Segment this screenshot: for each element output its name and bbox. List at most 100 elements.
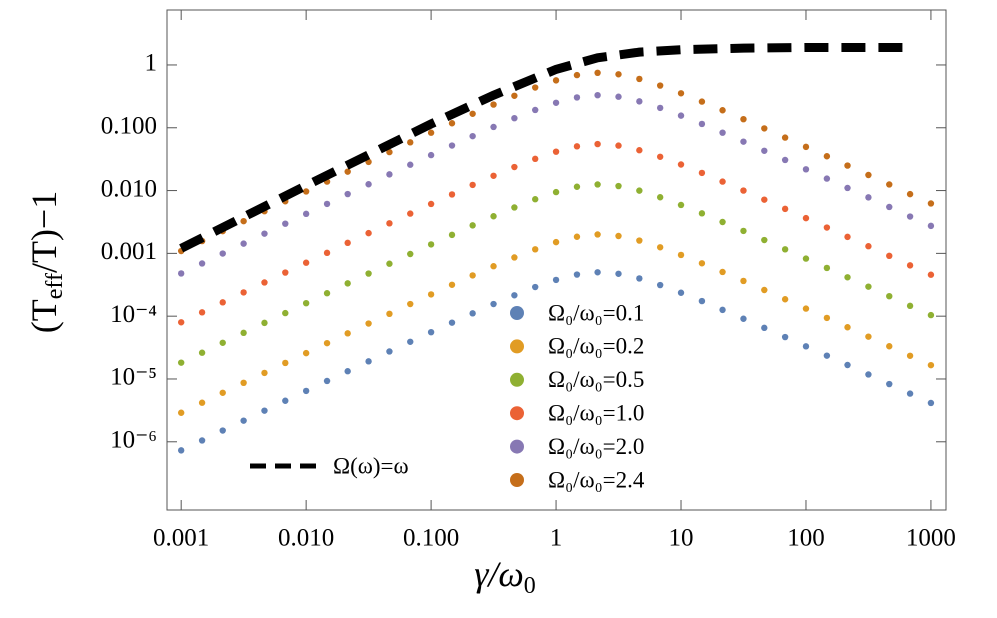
data-point — [781, 246, 789, 253]
data-point — [177, 447, 185, 454]
data-point — [844, 233, 851, 241]
data-point — [552, 188, 560, 196]
legend-marker — [510, 372, 524, 387]
data-point — [240, 379, 247, 387]
data-point — [198, 260, 206, 267]
x-tick-label: 1 — [550, 525, 563, 552]
data-point — [511, 92, 518, 99]
data-point — [386, 148, 393, 156]
data-point — [552, 99, 560, 106]
data-point — [532, 283, 539, 291]
data-point — [302, 259, 310, 266]
data-point — [511, 163, 518, 171]
data-point — [386, 310, 393, 318]
data-point — [532, 196, 539, 203]
data-point — [698, 169, 706, 177]
data-point — [386, 171, 393, 178]
data-point — [761, 236, 768, 244]
data-point — [448, 281, 456, 288]
data-point — [469, 132, 476, 140]
data-point — [865, 283, 872, 290]
data-point — [448, 231, 456, 239]
data-point — [302, 349, 310, 357]
data-point — [906, 352, 914, 359]
data-point — [177, 319, 185, 326]
data-point — [407, 300, 414, 308]
data-point — [323, 200, 331, 208]
data-point — [781, 205, 789, 213]
data-point — [781, 296, 789, 303]
data-point — [844, 361, 851, 369]
data-point — [532, 246, 539, 253]
data-point — [344, 368, 351, 375]
data-point — [177, 359, 185, 366]
data-point — [386, 220, 393, 227]
data-point — [594, 181, 601, 188]
data-point — [573, 143, 581, 150]
data-point — [344, 239, 351, 247]
legend-label: Ω₀/ω₀=0.5 — [548, 367, 644, 392]
data-point — [469, 181, 476, 189]
data-point — [802, 343, 810, 350]
data-point — [823, 314, 831, 322]
data-point — [927, 399, 935, 407]
data-point — [573, 183, 581, 190]
data-point — [282, 397, 289, 404]
data-point — [823, 175, 831, 182]
data-point — [740, 115, 747, 123]
data-point — [490, 101, 497, 108]
data-point — [365, 229, 372, 237]
data-point — [302, 387, 310, 395]
data-point — [261, 279, 268, 286]
data-point — [365, 358, 372, 365]
data-point — [386, 348, 393, 355]
data-point — [886, 292, 893, 300]
data-point — [240, 329, 247, 337]
data-point — [781, 333, 789, 341]
data-point — [698, 98, 706, 105]
data-point — [781, 134, 789, 141]
data-point — [823, 264, 831, 272]
data-point — [761, 286, 768, 294]
data-point — [865, 333, 872, 340]
data-point — [365, 181, 372, 188]
data-point — [636, 75, 643, 83]
data-point — [594, 140, 601, 148]
data-point — [802, 255, 810, 262]
y-label-main: (T — [24, 299, 64, 333]
legend-marker — [510, 339, 524, 354]
data-point — [761, 125, 768, 132]
x-axis-label: γ/ω0 — [474, 554, 536, 598]
legend-marker — [510, 439, 524, 454]
data-point — [865, 243, 872, 250]
data-point — [636, 237, 643, 244]
plot-area — [177, 42, 935, 454]
data-point — [427, 200, 435, 208]
data-point — [386, 260, 393, 267]
y-tick-label: 0.001 — [101, 238, 157, 265]
data-point — [906, 262, 914, 269]
data-point — [698, 210, 706, 217]
data-point — [594, 231, 601, 238]
data-point — [844, 184, 851, 192]
legend-marker — [510, 406, 524, 421]
data-point — [573, 71, 581, 79]
data-point — [323, 377, 331, 385]
data-point — [761, 147, 768, 154]
data-point — [407, 338, 414, 345]
data-point — [448, 142, 456, 149]
data-point — [886, 380, 893, 388]
data-point — [656, 281, 664, 289]
data-point — [740, 138, 747, 145]
data-point — [677, 112, 685, 119]
data-point — [677, 90, 685, 97]
data-point — [615, 270, 622, 277]
data-point — [886, 252, 893, 260]
data-point — [865, 194, 872, 201]
x-tick-label: 100 — [787, 525, 825, 552]
data-point — [802, 214, 810, 222]
data-point — [344, 168, 351, 175]
y-label-sub: eff — [42, 273, 68, 299]
data-point — [490, 213, 497, 220]
data-point — [573, 233, 581, 240]
